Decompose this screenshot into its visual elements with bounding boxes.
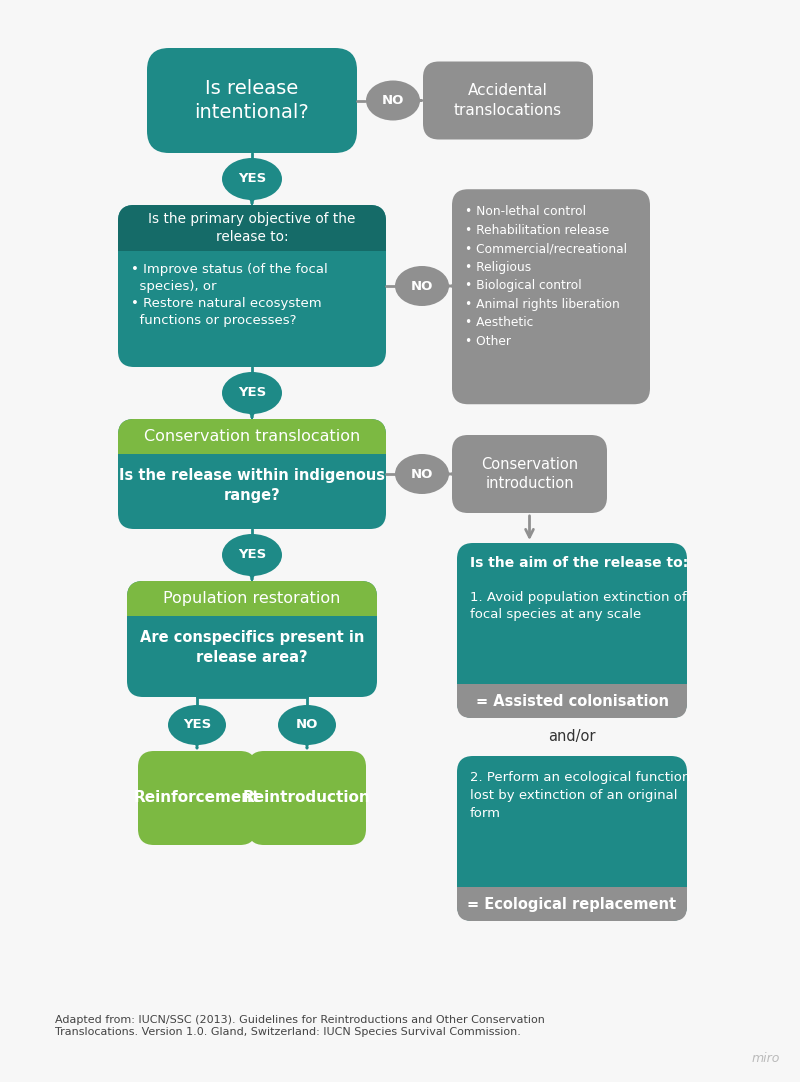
- Bar: [118, 235, 386, 251]
- Ellipse shape: [278, 705, 336, 745]
- Text: Conservation
introduction: Conservation introduction: [481, 457, 578, 491]
- Text: Reintroduction: Reintroduction: [243, 791, 371, 805]
- FancyBboxPatch shape: [457, 543, 687, 718]
- Text: NO: NO: [382, 94, 404, 107]
- Text: Conservation translocation: Conservation translocation: [144, 428, 360, 444]
- Bar: [118, 438, 386, 454]
- Ellipse shape: [395, 266, 449, 306]
- Text: = Ecological replacement: = Ecological replacement: [467, 897, 677, 911]
- Ellipse shape: [222, 158, 282, 200]
- Text: miro: miro: [752, 1052, 780, 1065]
- Text: NO: NO: [411, 279, 433, 292]
- FancyBboxPatch shape: [452, 435, 607, 513]
- Text: Is the aim of the release to:: Is the aim of the release to:: [470, 556, 688, 570]
- Text: YES: YES: [238, 172, 266, 185]
- Bar: [457, 887, 687, 907]
- FancyBboxPatch shape: [127, 581, 377, 697]
- FancyBboxPatch shape: [423, 62, 593, 140]
- FancyBboxPatch shape: [147, 48, 357, 153]
- Text: Is the release within indigenous
range?: Is the release within indigenous range?: [119, 469, 385, 503]
- Text: • Improve status (of the focal
  species), or
• Restore natural ecosystem
  func: • Improve status (of the focal species),…: [131, 263, 328, 327]
- Text: Accidental
translocations: Accidental translocations: [454, 83, 562, 118]
- Bar: [457, 684, 687, 704]
- Ellipse shape: [222, 372, 282, 414]
- Text: Is the primary objective of the
release to:: Is the primary objective of the release …: [148, 212, 356, 245]
- Ellipse shape: [395, 454, 449, 494]
- Bar: [127, 601, 377, 616]
- Text: Adapted from: IUCN/SSC (2013). Guidelines for Reintroductions and Other Conserva: Adapted from: IUCN/SSC (2013). Guideline…: [55, 1015, 545, 1037]
- Text: YES: YES: [238, 386, 266, 399]
- FancyBboxPatch shape: [457, 756, 687, 921]
- FancyBboxPatch shape: [118, 419, 386, 454]
- Text: Is release
intentional?: Is release intentional?: [194, 79, 310, 122]
- FancyBboxPatch shape: [457, 887, 687, 921]
- Text: and/or: and/or: [548, 728, 596, 743]
- Text: Reinforcement: Reinforcement: [134, 791, 260, 805]
- Ellipse shape: [168, 705, 226, 745]
- Text: • Non-lethal control
• Rehabilitation release
• Commercial/recreational
• Religi: • Non-lethal control • Rehabilitation re…: [465, 206, 627, 347]
- Text: 2. Perform an ecological function
lost by extinction of an original
form: 2. Perform an ecological function lost b…: [470, 771, 690, 820]
- Text: YES: YES: [238, 549, 266, 562]
- Text: NO: NO: [411, 467, 433, 480]
- Text: Are conspecifics present in
release area?: Are conspecifics present in release area…: [140, 630, 364, 664]
- Text: = Assisted colonisation: = Assisted colonisation: [475, 694, 669, 709]
- FancyBboxPatch shape: [118, 419, 386, 529]
- FancyBboxPatch shape: [452, 189, 650, 405]
- FancyBboxPatch shape: [248, 751, 366, 845]
- Ellipse shape: [222, 535, 282, 576]
- FancyBboxPatch shape: [457, 684, 687, 718]
- Ellipse shape: [366, 80, 420, 120]
- Text: Population restoration: Population restoration: [163, 591, 341, 606]
- FancyBboxPatch shape: [118, 204, 386, 367]
- Text: NO: NO: [296, 718, 318, 731]
- Text: 1. Avoid population extinction of
focal species at any scale: 1. Avoid population extinction of focal …: [470, 591, 686, 621]
- FancyBboxPatch shape: [118, 204, 386, 251]
- FancyBboxPatch shape: [138, 751, 256, 845]
- Text: YES: YES: [183, 718, 211, 731]
- FancyBboxPatch shape: [127, 581, 377, 616]
